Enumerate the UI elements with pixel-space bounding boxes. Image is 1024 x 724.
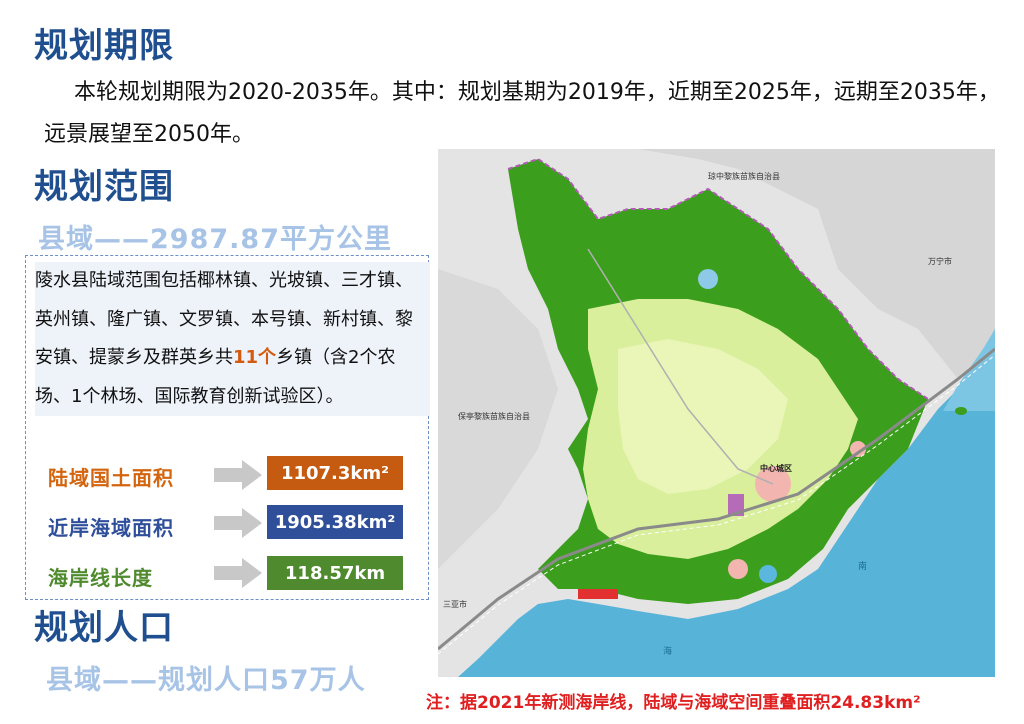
period-text: 本轮规划期限为2020-2035年。其中：规划基期为2019年，近期至2025年… [44, 80, 1000, 147]
label-southwest: 三亚市 [443, 599, 467, 609]
stat-value-coast: 118.57km [284, 562, 386, 584]
label-center: 中心城区 [760, 463, 792, 473]
stat-value-sea: 1905.38km² [274, 511, 396, 533]
scope-title: 规划范围 [34, 167, 174, 207]
arrow-right-icon [214, 558, 262, 588]
scope-description-box: 陵水县陆域范围包括椰林镇、光坡镇、三才镇、英州镇、隆广镇、文罗镇、本号镇、新村镇… [25, 255, 430, 600]
stat-label-land: 陆域国土面积 [48, 466, 174, 490]
scope-desc-part2: 乡镇（含2个农场、1个林场、国际教育创新试验区）。 [35, 347, 396, 407]
scope-description: 陵水县陆域范围包括椰林镇、光坡镇、三才镇、英州镇、隆广镇、文罗镇、本号镇、新村镇… [35, 262, 430, 416]
label-north: 琼中黎族苗族自治县 [708, 171, 780, 181]
stat-label-coast: 海岸线长度 [48, 566, 153, 590]
land-use-map: 琼中黎族苗族自治县 万宁市 保亭黎族苗族自治县 三亚市 中心城区 南 海 [438, 149, 995, 677]
scope-subtitle: 县域——2987.87平方公里 [38, 224, 392, 255]
scope-desc-highlight: 11个 [233, 347, 277, 368]
stat-box-land: 1107.3km² [267, 456, 403, 490]
arrow-right-icon [214, 508, 262, 538]
population-title: 规划人口 [34, 608, 174, 648]
stat-box-coast: 118.57km [267, 556, 403, 590]
period-text-container: 本轮规划期限为2020-2035年。其中：规划基期为2019年，近期至2025年… [44, 72, 1004, 156]
map-graphic: 琼中黎族苗族自治县 万宁市 保亭黎族苗族自治县 三亚市 中心城区 南 海 [438, 149, 995, 677]
label-east: 万宁市 [928, 256, 952, 266]
label-sea-1: 南 [858, 560, 867, 572]
scope-desc-part1: 陵水县陆域范围包括椰林镇、光坡镇、三才镇、英州镇、隆广镇、文罗镇、本号镇、新村镇… [35, 270, 413, 368]
arrow-right-icon [214, 460, 262, 490]
label-sea-2: 海 [663, 645, 672, 657]
stat-label-sea: 近岸海域面积 [48, 516, 174, 540]
label-west: 保亭黎族苗族自治县 [458, 411, 530, 421]
period-title: 规划期限 [34, 26, 174, 66]
stat-box-sea: 1905.38km² [267, 505, 403, 539]
stat-value-land: 1107.3km² [280, 462, 390, 484]
note-text: 注：据2021年新测海岸线，陆域与海域空间重叠面积24.83km² [426, 693, 921, 713]
population-subtitle: 县域——规划人口57万人 [46, 665, 366, 696]
